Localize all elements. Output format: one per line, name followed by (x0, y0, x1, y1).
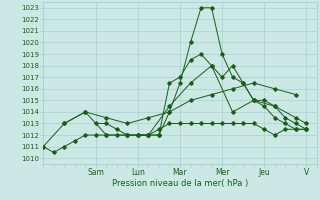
X-axis label: Pression niveau de la mer( hPa ): Pression niveau de la mer( hPa ) (112, 179, 248, 188)
